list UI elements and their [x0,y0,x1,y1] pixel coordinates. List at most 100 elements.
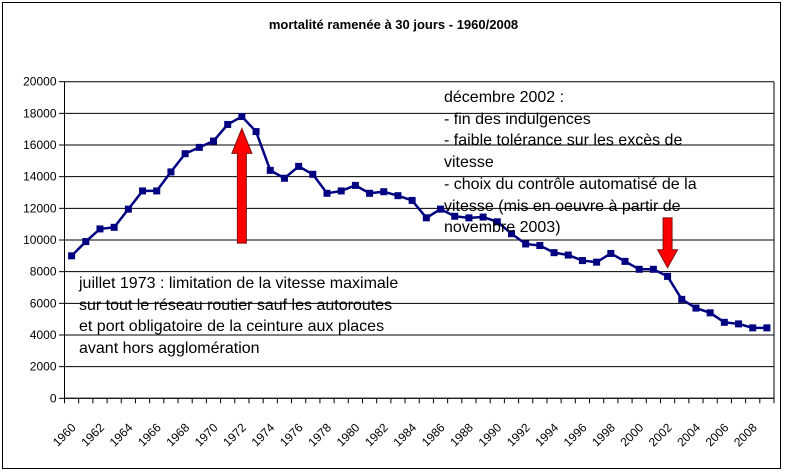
data-point-marker [323,189,331,197]
data-point-marker [167,168,175,176]
data-point-marker [607,249,615,257]
data-point-marker [507,230,515,238]
data-point-marker [295,162,303,170]
x-tick-label: 1966 [135,420,164,449]
x-tick-label: 1970 [192,420,221,449]
x-tick-label: 1964 [107,420,136,449]
data-point-marker [621,257,629,265]
data-point-marker [82,238,90,246]
data-point-marker [465,214,473,222]
y-tick-label: 4000 [30,328,57,342]
annotation-line: juillet 1973 : limitation de la vitesse … [79,275,399,292]
data-point-marker [408,196,416,204]
data-point-marker [578,257,586,265]
annotation-line: novembre 2003) [444,219,561,237]
data-point-marker [252,128,260,136]
x-tick-label: 1972 [220,420,249,449]
data-point-marker [451,212,459,220]
data-point-marker [522,240,530,248]
data-point-marker [351,181,359,189]
annotation-juillet-1973: juillet 1973 : limitation de la vitesse … [79,273,398,360]
data-point-marker [593,258,601,266]
data-point-marker [181,150,189,158]
x-tick-label: 1986 [419,420,448,449]
x-tick-label: 1978 [305,420,334,449]
y-tick-label: 14000 [23,170,57,184]
data-point-marker [394,192,402,200]
data-point-marker [266,166,274,174]
data-point-marker [649,265,657,273]
x-tick-label: 2008 [731,420,760,449]
data-point-marker [735,320,743,328]
data-point-marker [224,120,232,128]
data-point-marker [124,205,132,213]
annotation-line: - faible tolérance sur les excès de [444,132,683,150]
x-tick-label: 1994 [532,420,561,449]
x-tick-label: 1992 [504,420,533,449]
x-tick-label: 1988 [447,420,476,449]
data-point-marker [68,252,76,260]
y-tick-label: 20000 [23,75,57,89]
data-point-marker [195,143,203,151]
y-tick-label: 10000 [23,233,57,247]
data-point-marker [96,225,104,233]
y-tick-label: 6000 [30,296,57,310]
y-tick-label: 18000 [23,106,57,120]
x-tick-label: 1996 [561,420,590,449]
y-tick-label: 2000 [30,360,57,374]
y-tick-label: 16000 [23,138,57,152]
data-point-marker [380,188,388,196]
y-tick-label: 12000 [23,201,57,215]
data-point-marker [437,205,445,213]
data-point-marker [422,214,430,222]
x-tick-label: 1984 [390,420,419,449]
data-point-marker [209,137,217,145]
red-down-arrow-2002 [656,217,679,269]
annotation-line: et port obligatoire de la ceinture aux p… [79,318,385,336]
data-point-marker [763,324,771,332]
x-tick-label: 1990 [476,420,505,449]
annotation-line: décembre 2002 : [444,89,565,106]
data-point-marker [706,309,714,317]
x-tick-label: 1974 [249,420,278,449]
data-point-marker [479,213,487,221]
data-point-marker [493,218,501,226]
data-point-marker [749,324,757,332]
data-point-marker [110,223,118,231]
data-point-marker [664,272,672,280]
x-tick-label: 1976 [277,420,306,449]
data-point-marker [238,113,246,121]
data-point-marker [550,249,558,257]
x-tick-label: 1962 [78,420,107,449]
x-tick-label: 1980 [334,420,363,449]
x-tick-label: 1968 [163,420,192,449]
x-tick-label: 2002 [646,420,675,449]
annotation-line: avant hors agglomération [79,340,260,358]
annotation-decembre-2002: décembre 2002 : - fin des indulgences - fa… [444,87,697,239]
annotation-line: - choix du contrôle automatisé de la [444,175,697,193]
annotation-line: - fin des indulgences [444,110,591,128]
annotation-line: vitesse [444,154,494,172]
x-tick-label: 1982 [362,420,391,449]
x-tick-label: 2006 [703,420,732,449]
data-point-marker [280,174,288,182]
data-point-marker [692,304,700,312]
data-point-marker [337,187,345,195]
data-point-marker [139,187,147,195]
x-tick-label: 1998 [589,420,618,449]
data-point-marker [153,187,161,195]
chart-title: mortalité ramenée à 30 jours - 1960/2008 [268,17,519,32]
data-point-marker [678,295,686,303]
y-tick-label: 0 [50,391,57,405]
annotation-line: vitesse (mis en oeuvre à partir de [444,197,681,215]
data-point-marker [366,189,374,197]
data-point-marker [536,242,544,250]
data-point-marker [564,251,572,259]
x-tick-label: 1960 [50,420,79,449]
x-tick-label: 2000 [618,420,647,449]
annotation-line: sur tout le réseau routier sauf les auto… [79,296,393,314]
data-point-marker [635,265,643,273]
data-point-marker [720,318,728,326]
